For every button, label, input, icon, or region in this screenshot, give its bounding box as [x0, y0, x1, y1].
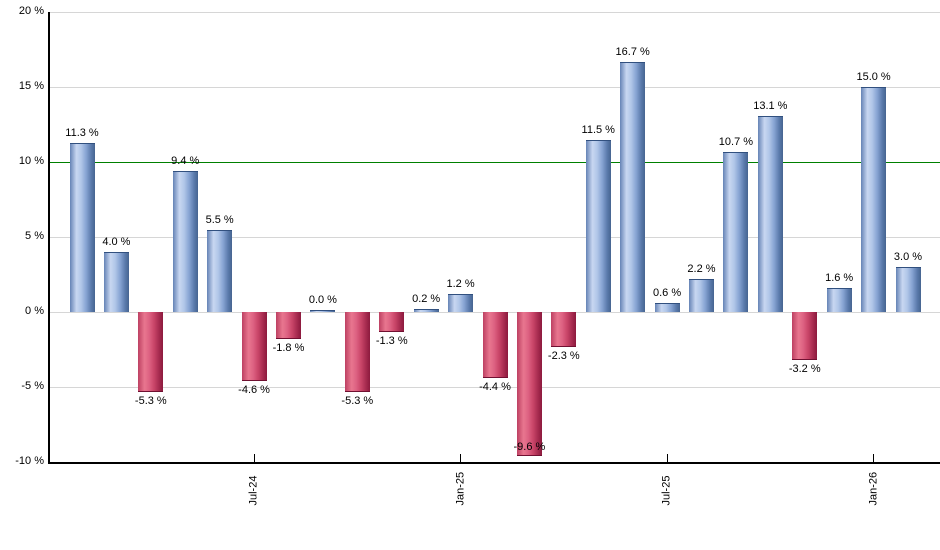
bar-negative — [138, 312, 164, 392]
bar-positive — [654, 303, 680, 312]
bar-negative — [379, 312, 405, 332]
gridline — [50, 87, 940, 88]
gridline — [50, 12, 940, 13]
x-axis-tick-label: Jan-26 — [867, 471, 880, 506]
bar-value-label: 15.0 % — [856, 71, 891, 83]
bar-negative — [551, 312, 577, 347]
bar-value-label: 11.3 % — [65, 126, 99, 139]
bar-positive — [689, 279, 714, 312]
bar-value-label: 0.2 % — [412, 293, 441, 305]
reference-line-10pct — [50, 162, 940, 163]
bar-value-label: -2.3 % — [547, 349, 580, 362]
bar-value-label: -1.3 % — [375, 334, 408, 347]
bar-value-label: -1.8 % — [272, 342, 305, 354]
bar-negative — [482, 312, 508, 378]
bar-positive — [895, 267, 921, 312]
x-axis-tick-label: Jul-25 — [660, 475, 673, 506]
bar-positive — [103, 252, 129, 312]
x-axis-tick-mark — [666, 454, 668, 462]
y-axis-tick-label: -5 % — [21, 380, 44, 392]
bar-positive — [172, 171, 198, 312]
bar-positive — [861, 87, 887, 312]
plot-area: 11.3 % 4.0 % -5.3 % 9.4 % 5.5 % -4.6 % -1.8 % 0… — [48, 12, 940, 464]
y-axis-tick-label: 5 % — [25, 230, 44, 242]
bar-negative — [276, 312, 301, 339]
bar-value-label: 1.2 % — [446, 278, 475, 290]
bar-value-label: 0.0 % — [308, 294, 337, 306]
bar-value-label: 1.6 % — [825, 272, 854, 284]
bar-value-label: -9.6 % — [513, 441, 546, 453]
bar-value-label: -5.3 % — [341, 394, 374, 407]
bar-positive — [723, 151, 749, 312]
bar-value-label: 13.1 % — [753, 99, 788, 112]
bar-value-label: 11.5 % — [581, 123, 615, 136]
bar-value-label: -5.3 % — [134, 394, 167, 407]
x-axis-tick-mark — [873, 454, 875, 462]
y-axis-tick-label: 0 % — [25, 305, 44, 317]
y-axis-tick-label: -10 % — [15, 455, 44, 467]
bar-negative — [792, 312, 818, 360]
bar-value-label: 10.7 % — [718, 135, 754, 148]
y-axis-tick-label: 20 % — [18, 5, 44, 17]
gridline — [50, 237, 940, 238]
y-axis-tick-label: 10 % — [18, 155, 44, 167]
bar-positive — [207, 229, 233, 312]
x-axis-tick-mark — [460, 454, 462, 462]
bar-value-label: -4.6 % — [238, 384, 270, 396]
bar-negative — [344, 312, 370, 392]
x-axis-tick-mark — [253, 454, 255, 462]
bar-positive — [585, 139, 611, 312]
gridline — [50, 387, 940, 388]
bar-positive — [826, 288, 852, 312]
bar-value-label: 16.7 % — [615, 45, 650, 58]
bar-value-label: 5.5 % — [205, 213, 234, 226]
bar-value-label: -3.2 % — [788, 363, 821, 375]
bar-positive — [757, 115, 783, 312]
bar-value-label: 4.0 % — [102, 236, 131, 248]
bar-positive — [413, 309, 439, 312]
bar-positive — [620, 61, 646, 312]
bar-value-label: 0.6 % — [653, 287, 682, 299]
bar-negative — [516, 312, 542, 456]
bar-value-label: -4.4 % — [479, 381, 511, 393]
bar-negative — [241, 312, 267, 381]
x-axis-tick-label: Jan-25 — [454, 471, 467, 506]
y-axis-tick-label: 15 % — [18, 80, 44, 92]
bar-value-label: 3.0 % — [893, 251, 923, 263]
bar-positive — [448, 294, 474, 312]
bar-positive — [310, 310, 336, 312]
bar-value-label: 2.2 % — [687, 263, 716, 275]
bar-value-label: 9.4 % — [171, 155, 200, 167]
bar-positive — [69, 142, 95, 312]
x-axis-tick-label: Jul-24 — [247, 475, 260, 506]
